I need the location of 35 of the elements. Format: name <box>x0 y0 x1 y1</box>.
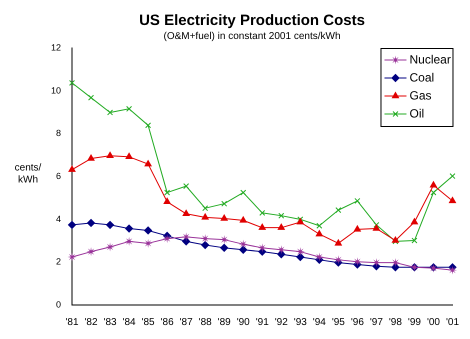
y-axis-title: cents/ kWh <box>14 162 42 186</box>
x-tick-label: '88 <box>198 316 212 328</box>
x-tick-label: '97 <box>370 316 384 328</box>
legend-label: Coal <box>409 70 434 84</box>
y-tick-label: 4 <box>56 214 62 224</box>
x-tick-label: '95 <box>332 316 346 328</box>
x-tick-label: '91 <box>256 316 270 328</box>
x-tick-label: '87 <box>180 316 194 328</box>
x-tick-label: '96 <box>350 316 364 328</box>
chart-subtitle: (O&M+fuel) in constant 2001 cents/kWh <box>163 30 341 42</box>
x-tick-label: '92 <box>274 316 288 328</box>
y-tick-label: 6 <box>56 170 62 181</box>
x-tick-label: '83 <box>104 316 118 328</box>
x-tick-label: '94 <box>312 316 326 328</box>
x-tick-label: '89 <box>218 316 232 328</box>
x-tick-label: '86 <box>160 316 174 328</box>
x-tick-label: '85 <box>142 316 156 328</box>
x-tick-label: '90 <box>236 316 250 328</box>
x-tick-label: '00 <box>426 316 440 328</box>
x-tick-label: '84 <box>122 316 136 328</box>
y-tick-label: 12 <box>50 42 62 52</box>
x-tick-label: '81 <box>65 316 79 328</box>
x-tick-label: '98 <box>388 316 402 328</box>
legend-label: Oil <box>409 106 424 120</box>
x-tick-label: '93 <box>294 316 308 328</box>
y-tick-label: 10 <box>50 85 62 96</box>
legend-label: Gas <box>409 88 432 102</box>
x-tick-label: '99 <box>408 316 422 328</box>
chart-title: US Electricity Production Costs <box>139 12 365 30</box>
y-tick-label: 2 <box>56 256 62 267</box>
y-tick-label: 8 <box>56 128 62 138</box>
legend-label: Nuclear <box>409 52 451 66</box>
x-tick-label: '01 <box>446 316 460 328</box>
x-tick-label: '82 <box>84 316 98 328</box>
y-tick-label: 0 <box>56 299 62 310</box>
